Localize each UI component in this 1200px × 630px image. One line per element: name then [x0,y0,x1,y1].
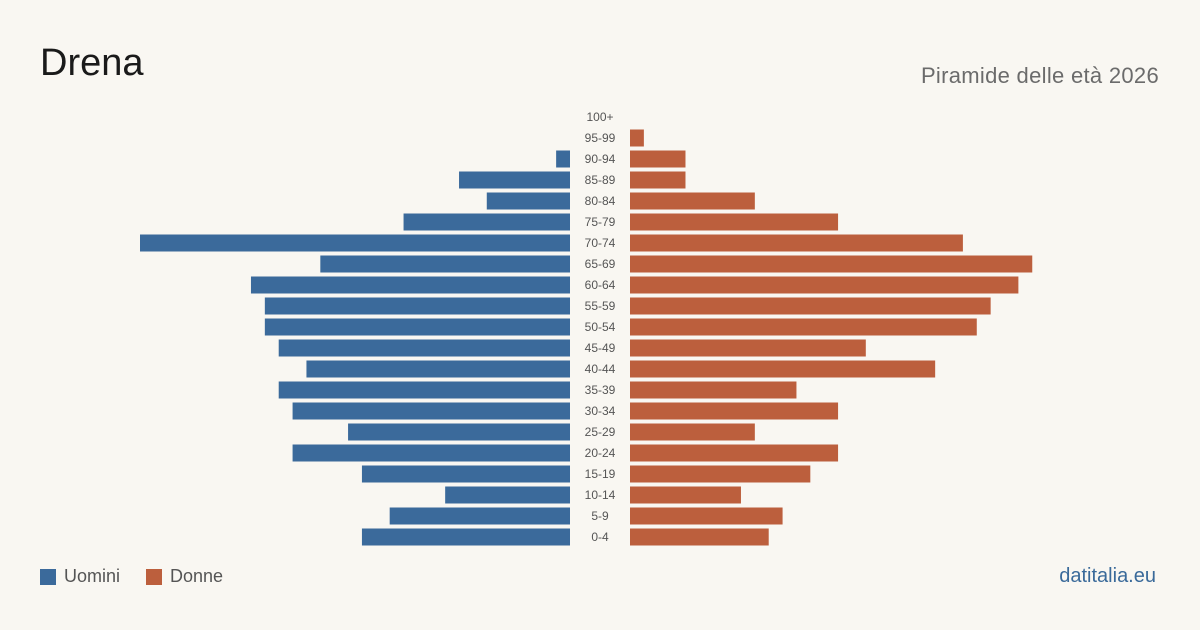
bar-men-45-49 [278,339,570,357]
age-label-85-89: 85-89 [585,173,616,187]
bar-men-80-84 [486,192,570,210]
age-label-65-69: 65-69 [585,257,616,271]
bar-women-35-39 [630,381,797,399]
source-link[interactable]: datitalia.eu [1059,565,1156,587]
bar-men-90-94 [556,150,570,168]
age-label-100+: 100+ [586,110,613,124]
bar-men-35-39 [278,381,570,399]
bar-women-10-14 [630,486,741,504]
bar-women-15-19 [630,465,811,483]
age-label-75-79: 75-79 [585,215,616,229]
bar-women-30-34 [630,402,839,420]
bar-men-75-79 [403,213,570,231]
bar-women-45-49 [630,339,866,357]
bar-women-80-84 [630,192,755,210]
bar-women-25-29 [630,423,755,441]
bar-women-70-74 [630,234,963,252]
age-label-90-94: 90-94 [585,152,616,166]
age-label-0-4: 0-4 [591,530,609,544]
bar-women-60-64 [630,276,1019,294]
legend-label-men: Uomini [64,566,121,586]
age-label-15-19: 15-19 [585,467,616,481]
bar-women-65-69 [630,255,1033,273]
age-label-10-14: 10-14 [585,488,616,502]
bar-women-5-9 [630,507,783,525]
bar-men-25-29 [348,423,570,441]
bar-men-50-54 [264,318,570,336]
bar-men-70-74 [140,234,570,252]
age-label-5-9: 5-9 [591,509,609,523]
legend-swatch-men [40,568,56,585]
bar-men-0-4 [361,528,570,546]
age-label-20-24: 20-24 [585,446,616,460]
bar-men-10-14 [445,486,570,504]
legend-label-women: Donne [170,566,224,586]
bar-men-40-44 [306,360,570,378]
age-label-45-49: 45-49 [585,341,616,355]
bar-men-55-59 [264,297,570,315]
bar-women-50-54 [630,318,977,336]
bar-women-55-59 [630,297,991,315]
age-label-35-39: 35-39 [585,383,616,397]
age-label-30-34: 30-34 [585,404,616,418]
legend-swatch-women [146,568,163,585]
bar-men-65-69 [320,255,570,273]
bar-women-75-79 [630,213,839,231]
legend: Uomini Donne [40,566,249,587]
bar-men-85-89 [459,171,570,189]
age-label-25-29: 25-29 [585,425,616,439]
legend-item-women: Donne [146,566,223,587]
bar-women-20-24 [630,444,839,462]
age-label-50-54: 50-54 [585,320,616,334]
age-label-70-74: 70-74 [585,236,616,250]
bar-men-60-64 [250,276,570,294]
bar-women-90-94 [630,150,686,168]
age-label-40-44: 40-44 [585,362,616,376]
age-label-55-59: 55-59 [585,299,616,313]
bar-men-5-9 [389,507,570,525]
bar-men-30-34 [292,402,570,420]
chart-title: Drena [40,42,144,84]
age-label-95-99: 95-99 [585,131,616,145]
bar-women-40-44 [630,360,936,378]
bar-men-20-24 [292,444,570,462]
age-label-60-64: 60-64 [585,278,616,292]
bar-women-95-99 [630,129,644,147]
bar-men-15-19 [361,465,570,483]
legend-item-men: Uomini [40,566,120,587]
bar-women-0-4 [630,528,769,546]
chart-subtitle: Piramide delle età 2026 [920,63,1159,88]
bar-women-85-89 [630,171,686,189]
age-label-80-84: 80-84 [585,194,616,208]
